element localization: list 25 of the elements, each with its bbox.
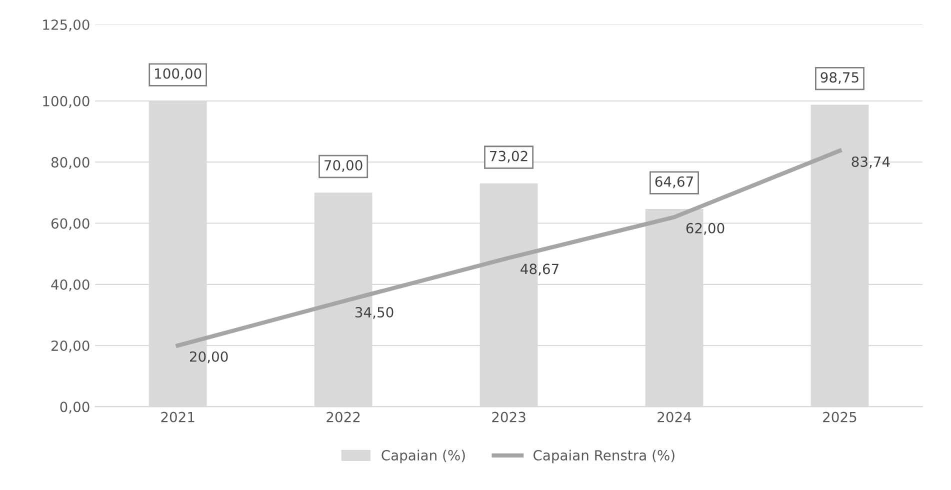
x-tick-label: 2023 [492,412,526,422]
data-label: 48,67 [520,264,558,276]
x-tick-label: 2022 [326,412,360,422]
data-label: 100,00 [155,68,202,80]
data-label: 34,50 [355,307,394,319]
x-tick-label: 2025 [823,412,856,422]
y-tick-label: 0,00 [60,402,90,414]
data-label: 98,75 [820,72,858,84]
y-tick-label: 100,00 [43,96,90,108]
y-tick-label: 20,00 [51,340,90,352]
y-tick-label: 60,00 [51,218,90,230]
data-label: 64,67 [655,176,693,188]
y-tick-label: 80,00 [51,157,90,169]
y-tick-label: 40,00 [51,279,90,292]
x-tick-label: 2021 [161,412,194,422]
x-tick-label: 2024 [658,412,692,422]
line-series [176,148,842,348]
data-label: 83,74 [852,156,890,168]
data-label: 20,00 [190,351,228,364]
data-label: 62,00 [686,222,724,235]
data-label: 70,00 [324,160,362,172]
y-tick-label: 125,00 [43,19,90,32]
legend-label: Capaian Renstra (%) [533,450,674,464]
legend-label: Capaian (%) [382,450,465,464]
data-label: 73,02 [490,150,528,163]
